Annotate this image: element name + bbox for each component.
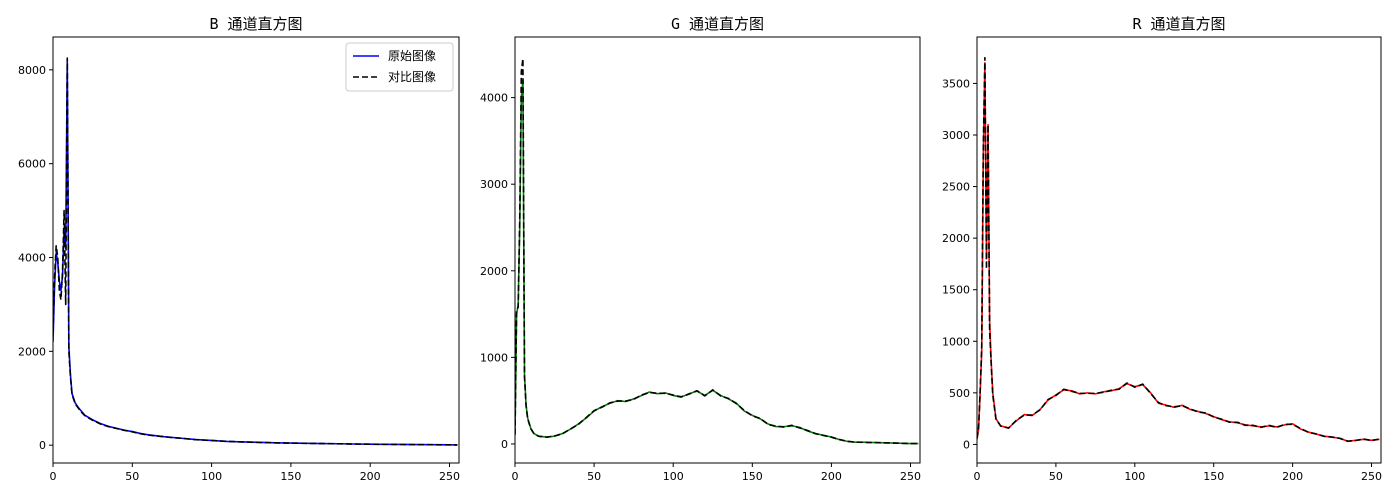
x-tick-label: 250 <box>1361 470 1382 483</box>
x-tick-label: 200 <box>360 470 381 483</box>
y-tick-label: 6000 <box>18 158 46 171</box>
series-line-contrast <box>53 57 458 446</box>
x-tick-label: 50 <box>1049 470 1063 483</box>
chart-panel-0: B 通道直方图 0 50 100 150 200 250 0 2000 4000 6000 8000 原… <box>18 15 460 483</box>
series-line-original <box>53 59 458 446</box>
x-tick-label: 50 <box>125 470 139 483</box>
y-tick-label: 1000 <box>480 351 508 364</box>
chart-title: G 通道直方图 <box>671 15 764 33</box>
y-tick-label: 2000 <box>942 232 970 245</box>
legend-label: 原始图像 <box>388 49 436 63</box>
y-tick-label: 2500 <box>942 181 970 194</box>
y-tick-label: 2000 <box>18 345 46 358</box>
series-line-original <box>977 61 1380 443</box>
chart-title: R 通道直方图 <box>1132 15 1225 33</box>
series-line-contrast <box>977 56 1380 442</box>
x-tick-label: 150 <box>742 470 763 483</box>
x-tick-label: 0 <box>50 470 57 483</box>
y-tick-label: 1000 <box>942 335 970 348</box>
x-tick-label: 250 <box>900 470 921 483</box>
chart-title: B 通道直方图 <box>209 15 302 33</box>
x-tick-label: 250 <box>439 470 460 483</box>
x-tick-label: 100 <box>201 470 222 483</box>
y-tick-label: 3000 <box>942 129 970 142</box>
x-tick-label: 200 <box>821 470 842 483</box>
y-tick-label: 0 <box>501 438 508 451</box>
y-tick-label: 0 <box>39 439 46 452</box>
chart-panel-1: G 通道直方图 0 50 100 150 200 250 0 1000 2000 3000 4000 <box>480 15 921 483</box>
legend-box <box>345 42 454 92</box>
y-tick-label: 0 <box>963 438 970 451</box>
y-tick-label: 3500 <box>942 77 970 90</box>
y-tick-label: 3000 <box>480 178 508 191</box>
plot-frame <box>976 36 1382 464</box>
series-line-contrast <box>515 57 919 445</box>
legend-label: 对比图像 <box>388 70 436 84</box>
plot-frame <box>514 36 921 464</box>
plot-frame <box>52 36 460 464</box>
x-tick-label: 0 <box>512 470 519 483</box>
y-tick-label: 2000 <box>480 265 508 278</box>
y-tick-label: 4000 <box>480 92 508 105</box>
y-tick-label: 500 <box>949 387 970 400</box>
series-line-original <box>515 79 919 445</box>
x-tick-label: 200 <box>1282 470 1303 483</box>
x-tick-label: 150 <box>1203 470 1224 483</box>
x-tick-label: 100 <box>663 470 684 483</box>
y-tick-label: 4000 <box>18 252 46 265</box>
y-tick-label: 8000 <box>18 64 46 77</box>
x-tick-label: 100 <box>1124 470 1145 483</box>
x-tick-label: 50 <box>587 470 601 483</box>
y-tick-label: 1500 <box>942 284 970 297</box>
x-tick-label: 150 <box>280 470 301 483</box>
x-tick-label: 0 <box>974 470 981 483</box>
